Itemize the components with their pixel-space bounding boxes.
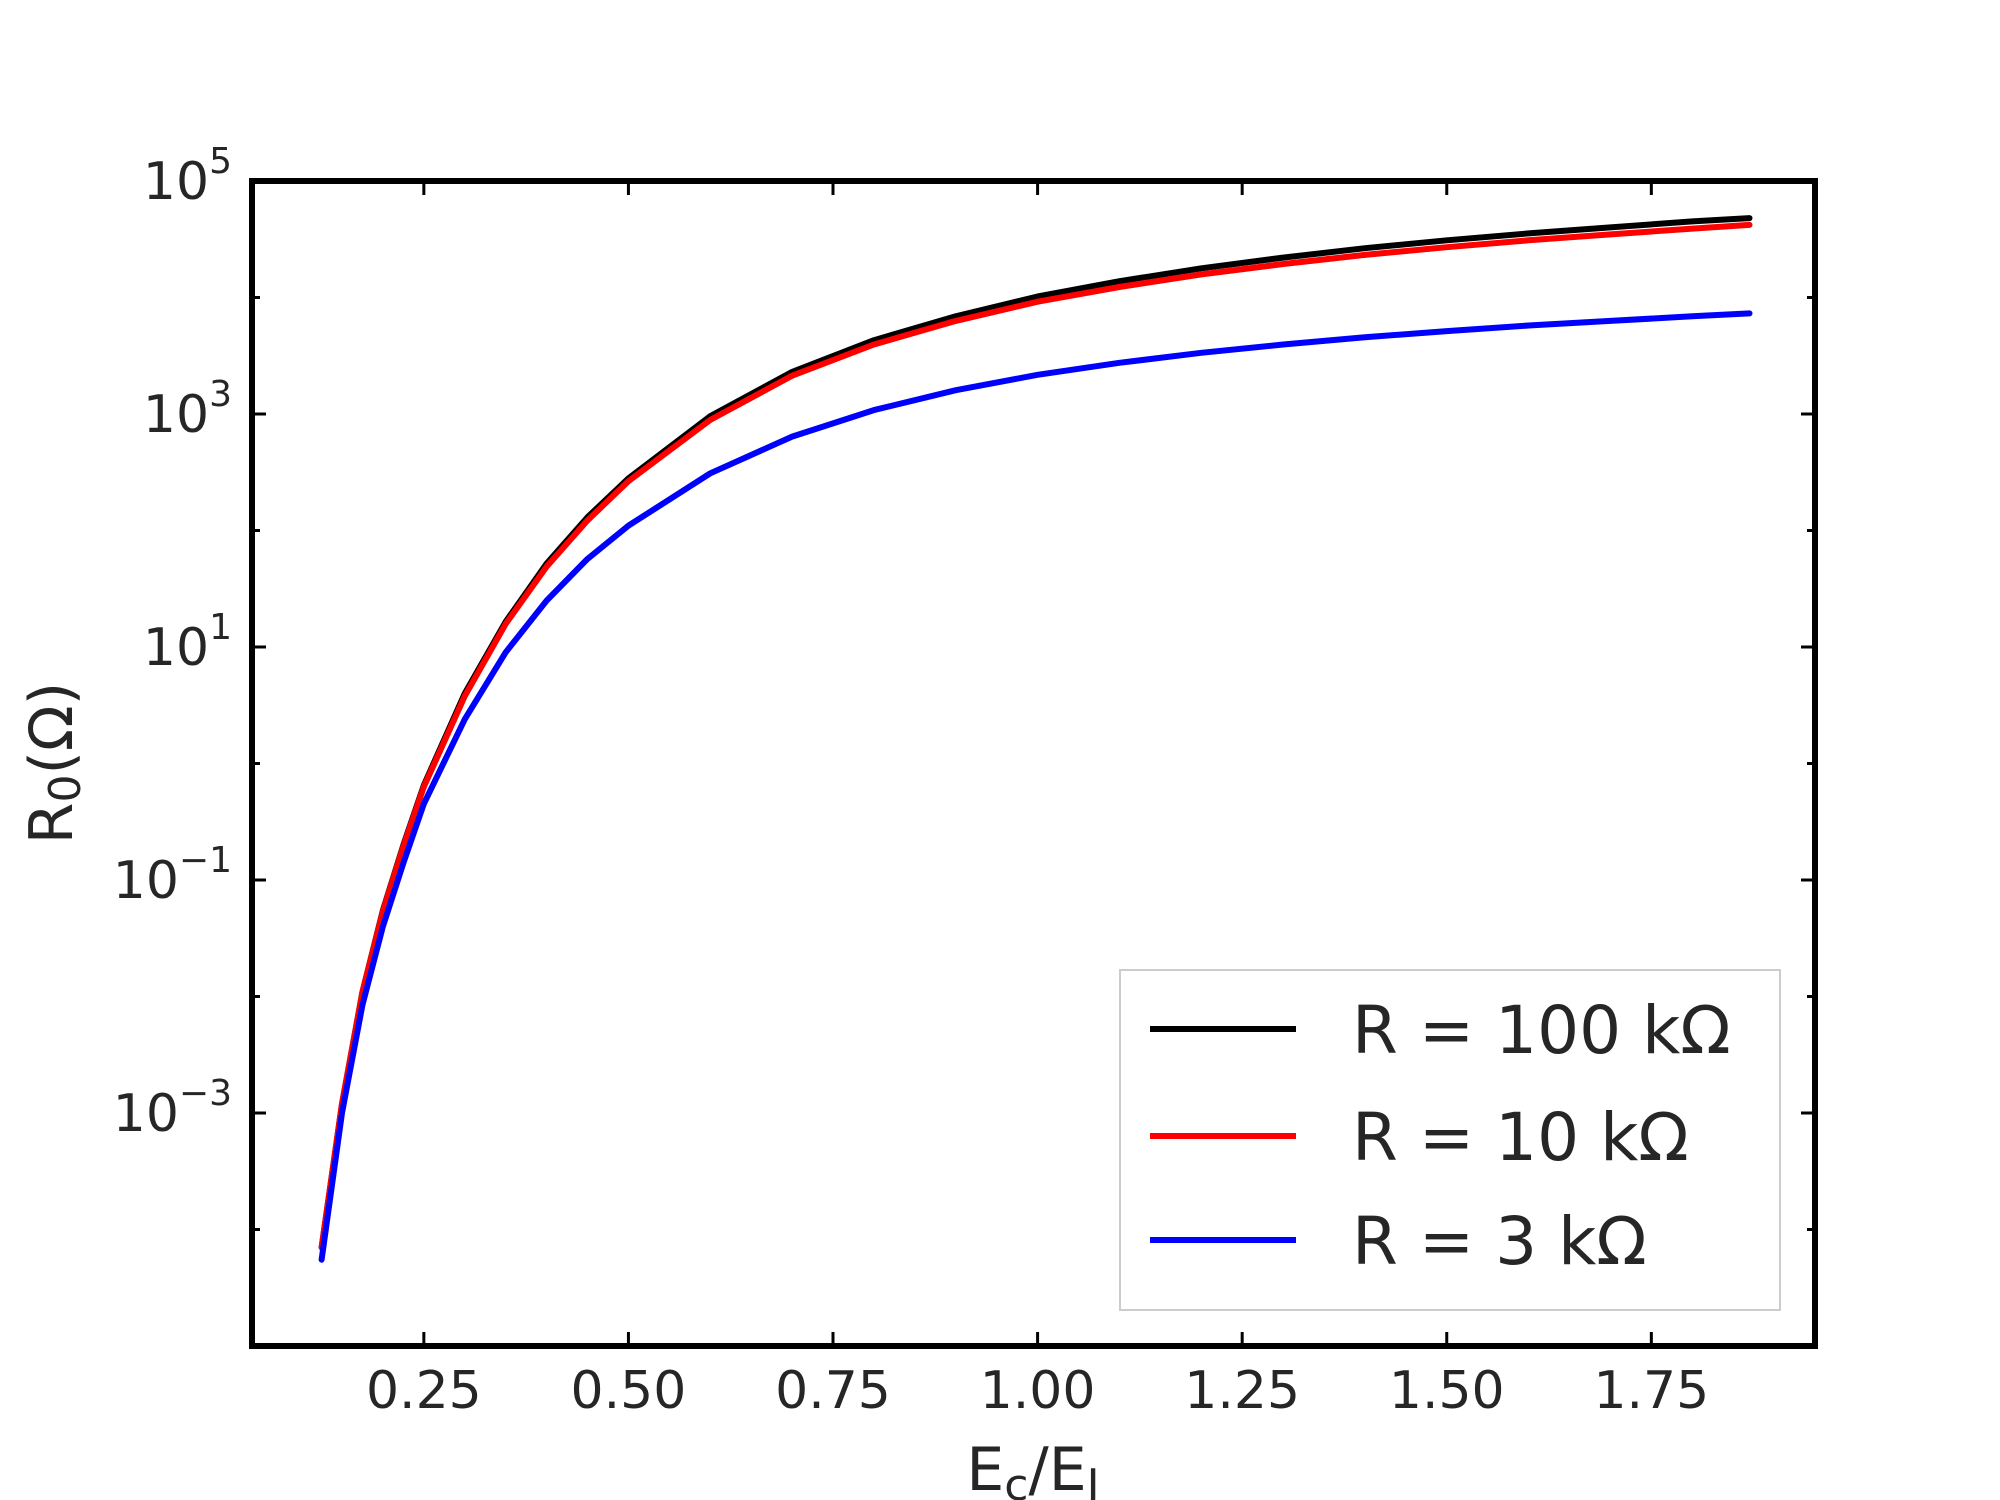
legend-items: R = 100 kΩ R = 10 kΩ R = 3 kΩ (1150, 992, 1731, 1280)
legend: R = 100 kΩ R = 10 kΩ R = 3 kΩ (1119, 969, 1781, 1311)
series-line-1 (318, 221, 1753, 1251)
y-tick-label-0: 105 (143, 141, 232, 212)
x-tick-label-2: 0.75 (775, 1361, 891, 1421)
x-tick-label-4: 1.25 (1184, 1361, 1300, 1421)
y-tick-label-3: 10−1 (113, 840, 232, 911)
x-tick-label-0: 0.25 (366, 1361, 482, 1421)
y-tick-label-2: 101 (143, 607, 232, 678)
y-tick-label-4: 10−3 (113, 1073, 232, 1144)
x-tick-label-5: 1.50 (1389, 1361, 1505, 1421)
x-tick-label-3: 1.00 (980, 1361, 1096, 1421)
x-axis-ticks: 0.25 0.50 0.75 1.00 1.25 1.50 1.75 (366, 181, 1709, 1421)
y-axis-label: R0(Ω) (17, 682, 91, 844)
legend-label-0: R = 100 kΩ (1352, 992, 1731, 1069)
series-lines (318, 215, 1753, 1263)
x-tick-label-1: 0.50 (571, 1361, 687, 1421)
legend-label-1: R = 10 kΩ (1352, 1099, 1689, 1176)
x-axis-label: Ec/EJ (966, 1435, 1099, 1500)
series-line-2 (318, 310, 1753, 1263)
x-tick-label-6: 1.75 (1593, 1361, 1709, 1421)
y-tick-label-1: 103 (143, 374, 232, 445)
y-axis-ticks: 105 103 101 10−1 10−3 (113, 141, 1815, 1348)
legend-label-2: R = 3 kΩ (1352, 1203, 1647, 1280)
